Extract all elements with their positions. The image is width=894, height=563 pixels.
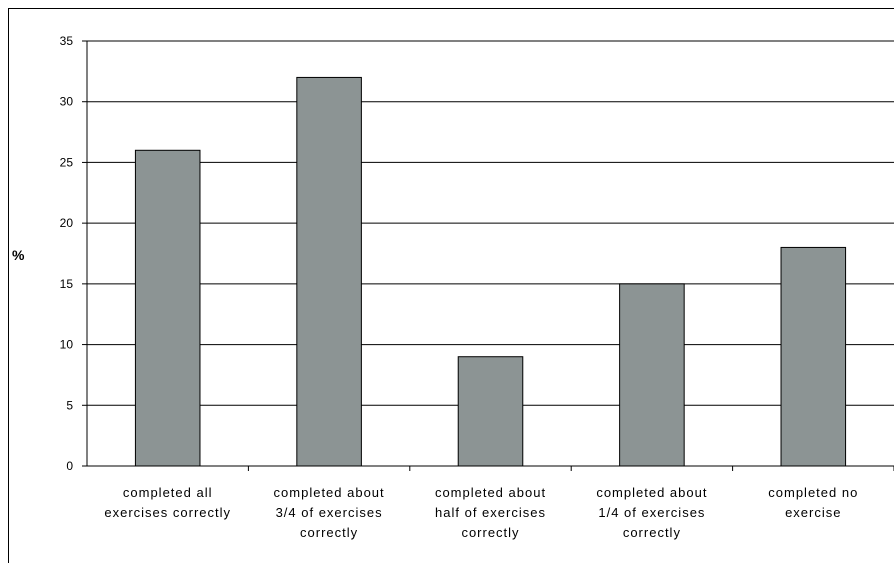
y-tick-label: 5 (66, 398, 73, 412)
bar (134, 149, 201, 467)
bar (457, 356, 524, 467)
y-tick-label: 0 (66, 459, 73, 473)
x-tick-label: exercises correctly (104, 505, 231, 520)
y-tick-label: 30 (60, 95, 74, 109)
x-tick-label: half of exercises (435, 505, 546, 520)
y-tick-label: 25 (60, 155, 74, 169)
x-tick-label: completed all (123, 485, 213, 500)
x-tick-label: completed about (435, 485, 546, 500)
x-tick-label: correctly (623, 525, 681, 540)
x-tick-label: completed about (596, 485, 707, 500)
y-tick-label: 10 (60, 338, 74, 352)
chart-frame (8, 8, 894, 563)
y-tick-label: 20 (60, 216, 74, 230)
x-tick-label: correctly (461, 525, 519, 540)
x-tick-label: 3/4 of exercises (276, 505, 383, 520)
axes (82, 40, 894, 471)
bar (296, 76, 362, 467)
y-axis-label: % (12, 247, 25, 263)
y-tick-label: 15 (60, 277, 74, 291)
x-tick-label: correctly (300, 525, 358, 540)
bar (619, 283, 685, 467)
bar (780, 246, 847, 467)
y-tick-label: 35 (60, 34, 74, 48)
x-tick-labels: completed all exercises correctly complete… (104, 485, 858, 540)
x-tick-label: completed no (768, 485, 858, 500)
bars (134, 76, 847, 467)
x-tick-label: completed about (274, 485, 385, 500)
x-tick-label: 1/4 of exercises (598, 505, 705, 520)
x-tick-label: exercise (785, 505, 841, 520)
y-tick-labels: 0 5 10 15 20 25 30 35 (60, 34, 74, 473)
gridlines (87, 40, 894, 406)
